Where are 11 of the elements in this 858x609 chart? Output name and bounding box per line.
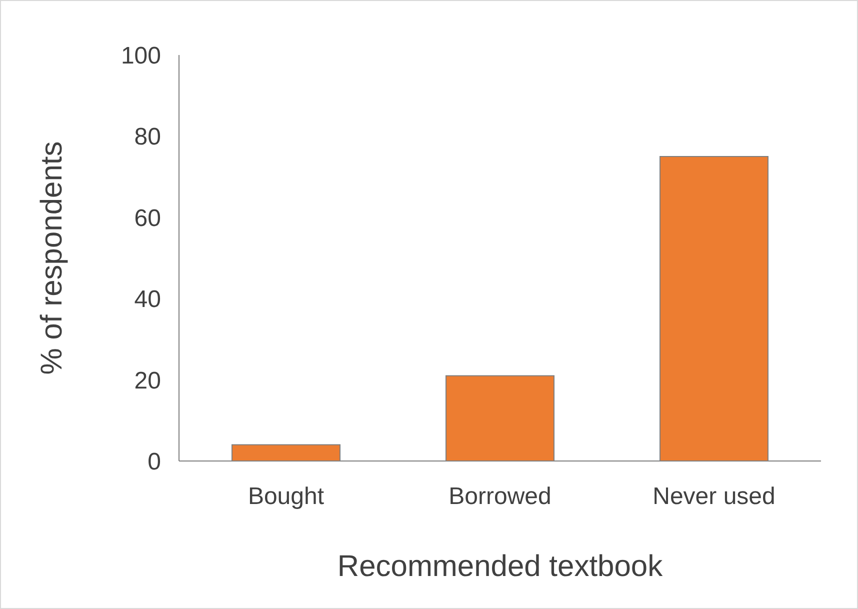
y-tick-label: 40	[134, 286, 161, 314]
y-tick-label: 20	[134, 367, 161, 394]
y-tick-label: 100	[120, 42, 161, 70]
y-tick-label: 60	[134, 204, 161, 232]
x-tick-label: Borrowed	[448, 483, 552, 510]
y-tick-label: 80	[134, 124, 161, 151]
y-tick-label: 0	[148, 448, 161, 476]
x-axis-title: Recommended textbook	[337, 550, 664, 583]
y-axis-title: % of respondents	[36, 141, 69, 375]
x-tick-label: Bought	[248, 483, 324, 510]
x-tick-label: Never used	[652, 483, 776, 510]
